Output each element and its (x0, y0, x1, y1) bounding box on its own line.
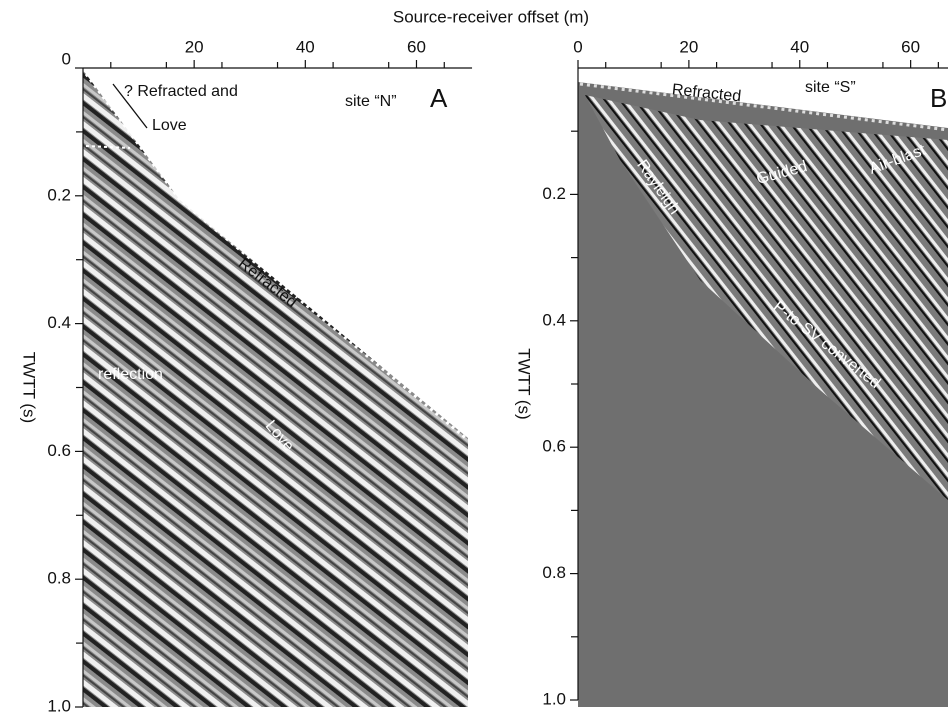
refracted-pick-a (84, 73, 469, 442)
arrow (112, 83, 148, 129)
y-tick-label: 1.0 (542, 689, 566, 708)
y-axis-title: TWTT (s) (515, 348, 534, 419)
site-label: site “S” (805, 79, 856, 96)
panel-letter: B (930, 83, 947, 113)
y-tick-label: 0.8 (47, 569, 71, 588)
x-tick-label: 60 (901, 37, 920, 56)
panel-letter: A (430, 83, 448, 113)
x-tick-label: 20 (185, 37, 204, 56)
y-tick-label: 0.6 (542, 437, 566, 456)
y-tick-label: 0.4 (47, 313, 71, 332)
y-tick-label: 1.0 (47, 696, 71, 715)
y-axis-title: TWTT (s) (20, 352, 39, 423)
x-tick-label: 20 (679, 37, 698, 56)
y-tick-label: 0.4 (542, 310, 566, 329)
x-tick-label: 60 (407, 37, 426, 56)
y-tick-label: 0.2 (47, 185, 71, 204)
annotation: reflection (98, 366, 163, 383)
x-axis-title: Source-receiver offset (m) (393, 7, 589, 26)
y-tick-label: 0 (62, 49, 71, 68)
annotation: Love (152, 117, 187, 134)
y-tick-label: 0.2 (542, 184, 566, 203)
y-tick-label: 0.8 (542, 563, 566, 582)
seismic-section-a (83, 70, 468, 707)
refracted-pick-b (579, 82, 948, 132)
seismic-wavefield-b (585, 95, 948, 500)
site-label: site “N” (345, 93, 397, 110)
annotation: ? Refracted and (124, 83, 238, 100)
x-tick-label: 40 (790, 37, 809, 56)
x-tick-label: 0 (573, 37, 582, 56)
y-tick-label: 0.6 (47, 441, 71, 460)
x-tick-label: 40 (296, 37, 315, 56)
pick-a (85, 145, 131, 149)
